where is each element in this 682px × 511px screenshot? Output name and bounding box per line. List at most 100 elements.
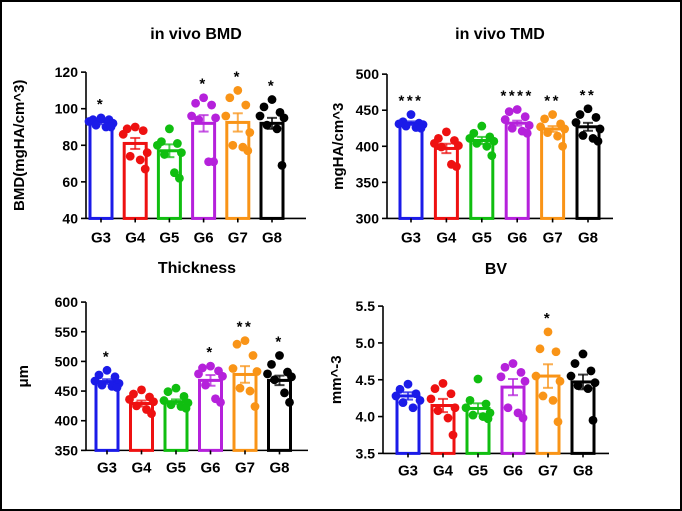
data-point [430, 138, 439, 148]
bar-g8 [259, 121, 285, 220]
data-point [408, 402, 418, 412]
significance-label: * [206, 344, 214, 361]
data-point [96, 113, 106, 123]
data-point [481, 399, 491, 408]
data-point [395, 384, 405, 394]
significance-label: * [275, 333, 283, 350]
data-point [508, 358, 518, 368]
category-label: G5 [468, 462, 488, 479]
category-label: G8 [573, 462, 593, 479]
data-point [228, 363, 238, 373]
data-point [403, 379, 413, 389]
data-point [473, 374, 483, 383]
data-point [535, 343, 545, 353]
category-label: G6 [503, 462, 523, 479]
data-point [415, 395, 425, 405]
data-point [255, 111, 265, 121]
data-point [461, 402, 471, 412]
data-point [591, 113, 601, 122]
data-point [477, 121, 487, 131]
chart-title: BV [485, 261, 508, 278]
data-point [165, 124, 174, 134]
data-point [216, 397, 225, 407]
data-point [411, 388, 421, 398]
data-point [520, 376, 530, 386]
bar-g4 [433, 146, 459, 220]
category-label: G5 [472, 229, 492, 246]
bar-g6 [504, 121, 530, 220]
significance-label: **** [501, 87, 534, 104]
category-label: G4 [125, 229, 146, 246]
bar-g5 [156, 149, 182, 220]
data-point [118, 129, 128, 139]
data-point [548, 395, 558, 405]
y-tick-label: 400 [55, 412, 79, 428]
data-point [465, 133, 475, 143]
data-point [241, 100, 251, 110]
data-point [235, 383, 245, 393]
y-tick-label: 300 [356, 210, 380, 226]
chart-in-vivo-tmd: in vivo TMDmgHA/cm^3300350400450500G3***… [330, 26, 613, 246]
y-tick-label: 4.0 [356, 408, 376, 424]
data-point [84, 117, 94, 126]
data-point [450, 402, 460, 412]
data-point [566, 371, 576, 380]
data-point [175, 173, 184, 183]
data-point [159, 395, 169, 405]
data-point [483, 413, 493, 423]
bar-g3 [398, 121, 424, 220]
data-point [590, 377, 600, 387]
category-label: G6 [201, 459, 221, 476]
data-point [516, 367, 526, 377]
data-point [583, 383, 593, 393]
data-point [262, 120, 272, 130]
data-point [416, 123, 426, 133]
data-point [443, 413, 453, 422]
data-point [163, 386, 173, 396]
data-point [279, 113, 289, 123]
y-tick-label: 450 [356, 102, 380, 118]
data-point [560, 124, 569, 134]
category-label: G8 [262, 229, 282, 246]
data-point [147, 408, 156, 418]
category-label: G8 [270, 459, 290, 476]
chart-thickness: Thickness μm 350 400 450 500 550 600 G3 * G4 G5 G6 * G… [15, 260, 308, 476]
data-point [263, 368, 272, 378]
data-point [250, 401, 260, 411]
significance-label: * [103, 348, 111, 365]
data-point [503, 402, 513, 412]
category-label: G5 [166, 459, 186, 476]
data-point [571, 118, 581, 127]
y-axis-label: μm [15, 364, 32, 387]
data-point [406, 110, 416, 119]
data-point [211, 113, 221, 123]
data-point [468, 410, 478, 420]
category-label: G4 [433, 462, 454, 479]
data-point [285, 397, 294, 407]
data-point [173, 139, 182, 148]
bar-g7 [540, 127, 566, 220]
data-point [233, 86, 243, 95]
data-point [270, 374, 279, 384]
y-tick-label: 120 [55, 64, 79, 80]
category-label: G3 [401, 229, 421, 246]
category-label: G7 [538, 462, 558, 479]
y-tick-label: 100 [55, 101, 79, 117]
data-point [201, 380, 210, 390]
data-point [593, 136, 603, 146]
data-point [140, 164, 150, 174]
significance-label: * [268, 78, 276, 95]
data-point [221, 111, 231, 121]
data-point [272, 124, 282, 134]
data-point [228, 140, 238, 150]
data-point [125, 394, 134, 404]
data-point [496, 371, 506, 381]
y-tick-label: 350 [55, 442, 79, 458]
y-tick-label: 3.5 [356, 445, 376, 461]
data-point [518, 413, 528, 422]
data-point [543, 326, 553, 336]
data-point [181, 403, 191, 413]
significance-label: * [199, 76, 207, 93]
data-point [194, 368, 203, 378]
category-label: G7 [543, 229, 563, 246]
